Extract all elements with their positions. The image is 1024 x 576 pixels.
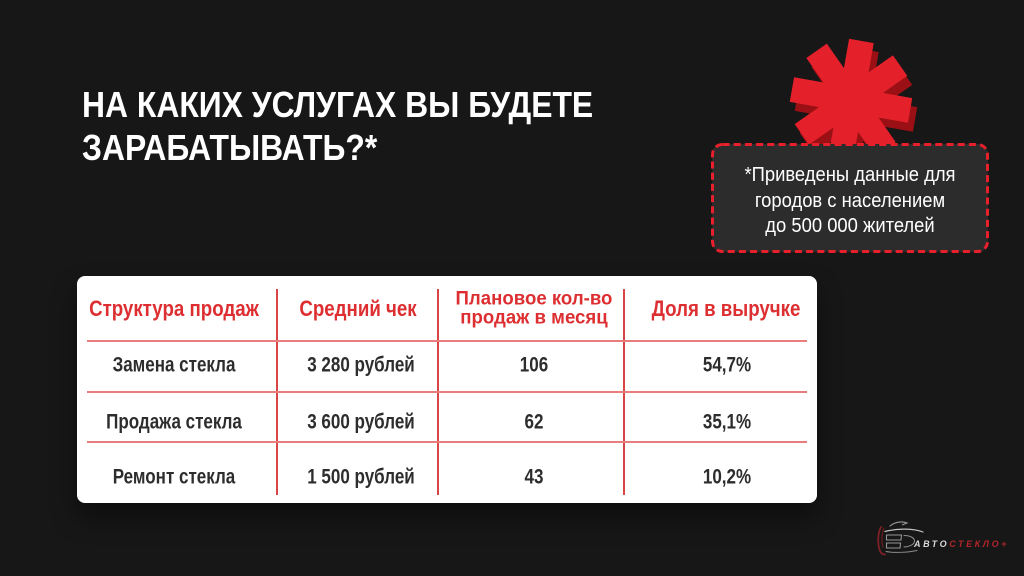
svg-text:АВТОСТЕКЛО+: АВТОСТЕКЛО+ bbox=[913, 539, 1009, 549]
